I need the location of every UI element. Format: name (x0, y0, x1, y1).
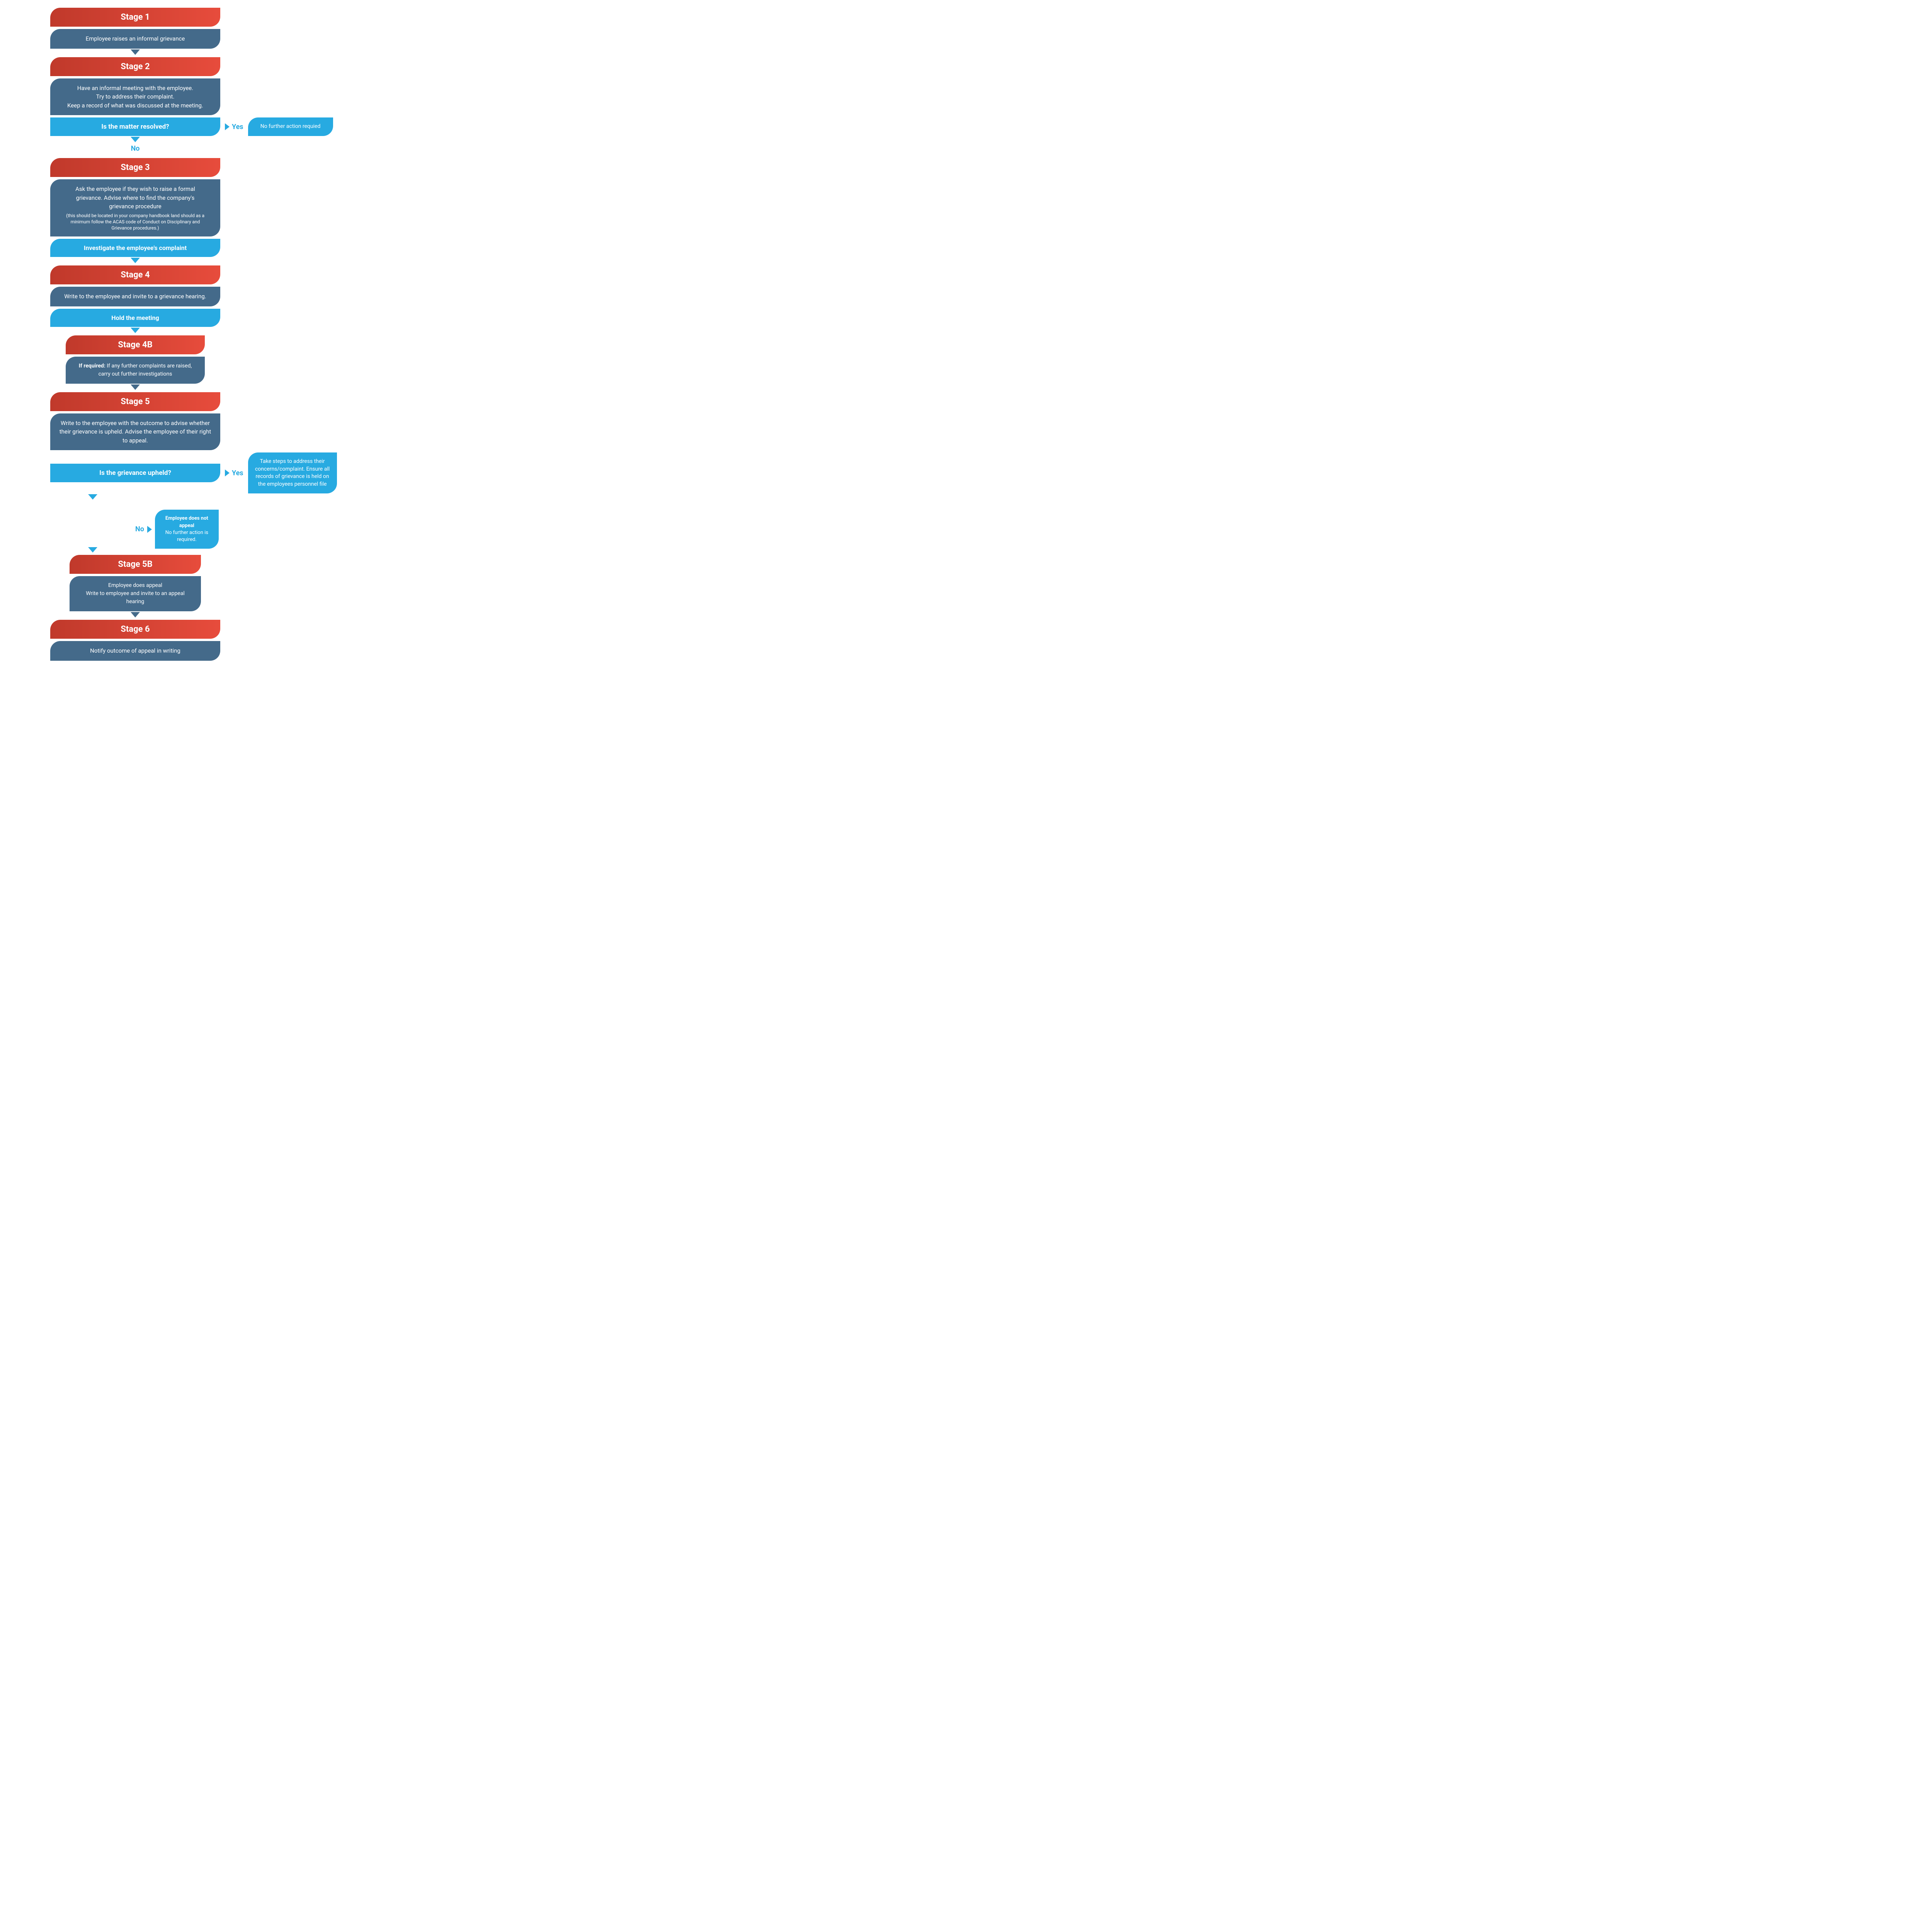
stage6-header: Stage 6 (50, 620, 220, 639)
arrow-right-icon (147, 526, 152, 533)
stage3-action: Investigate the employee's complaint (50, 239, 220, 257)
stage5-body: Write to the employee with the outcome t… (50, 413, 220, 451)
stage5b-body: Employee does appeal Write to employee a… (70, 576, 201, 611)
stage4b-body-bold: If required: (79, 363, 105, 369)
arrow-down-icon (88, 494, 97, 500)
stage4b-body: If required: If any further complaints a… (66, 357, 205, 384)
stage5b-header: Stage 5B (70, 555, 201, 574)
stage5-header: Stage 5 (50, 392, 220, 411)
arrow-down-icon (131, 137, 140, 142)
stage4b-body-rest: If any further complaints are raised, ca… (99, 363, 192, 377)
arrow-down-icon (88, 547, 97, 553)
stage4-action: Hold the meeting (50, 309, 220, 327)
stage2-header: Stage 2 (50, 57, 220, 76)
stage4b-header: Stage 4B (66, 335, 205, 354)
arrow-down-icon (131, 328, 140, 333)
stage5-no-appeal-box: Employee does not appeal No further acti… (155, 510, 219, 549)
stage2-body-line3: Keep a record of what was discussed at t… (58, 101, 213, 110)
stage5-no-branch-bold: Employee does not appeal (161, 515, 213, 529)
stage3-body-main: Ask the employee if they wish to raise a… (66, 185, 205, 211)
yes-label: Yes (232, 469, 243, 477)
stage3-body-small: (this should be located in your company … (66, 213, 205, 231)
yes-label: Yes (232, 123, 243, 131)
stage4-body: Write to the employee and invite to a gr… (50, 287, 220, 306)
no-label: No (135, 525, 144, 533)
stage5b-body-line1: Employee does appeal (77, 582, 193, 590)
stage3-header: Stage 3 (50, 158, 220, 177)
arrow-right-icon (225, 123, 230, 130)
arrow-down-icon (131, 612, 140, 617)
stage2-decision: Is the matter resolved? (50, 117, 220, 136)
stage1-body: Employee raises an informal grievance (50, 29, 220, 49)
stage2-body-line1: Have an informal meeting with the employ… (58, 84, 213, 93)
stage1-header: Stage 1 (50, 8, 220, 27)
stage5-yes-result: Take steps to address their concerns/com… (248, 452, 337, 493)
stage6-body: Notify outcome of appeal in writing (50, 641, 220, 661)
stage5b-body-line2: Write to employee and invite to an appea… (77, 590, 193, 606)
stage2-body-line2: Try to address their complaint. (58, 92, 213, 101)
stage2-yes-result: No further action requied (248, 117, 333, 136)
stage4-header: Stage 4 (50, 265, 220, 284)
stage5-decision: Is the grievance upheld? (50, 464, 220, 482)
arrow-down-icon (131, 49, 140, 55)
arrow-right-icon (225, 469, 230, 476)
stage3-body: Ask the employee if they wish to raise a… (50, 179, 220, 236)
no-label: No (50, 145, 220, 153)
flowchart-container: Stage 1 Employee raises an informal grie… (8, 8, 371, 661)
arrow-down-icon (131, 258, 140, 263)
stage2-body: Have an informal meeting with the employ… (50, 78, 220, 116)
arrow-down-icon (131, 384, 140, 390)
stage5-no-branch-rest: No further action is required. (161, 529, 213, 543)
